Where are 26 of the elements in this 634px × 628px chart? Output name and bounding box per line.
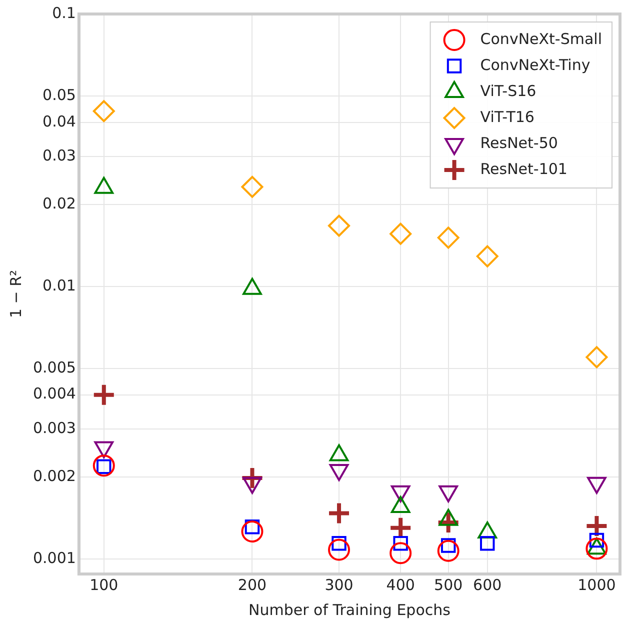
legend-label: ResNet-101 bbox=[480, 160, 568, 178]
y-tick-label: 0.004 bbox=[32, 384, 76, 403]
legend-label: ResNet-50 bbox=[480, 134, 558, 152]
x-tick-label: 300 bbox=[324, 576, 354, 594]
x-tick-label: 600 bbox=[473, 576, 502, 594]
x-tick-label: 200 bbox=[238, 576, 267, 594]
x-axis-title: Number of Training Epochs bbox=[248, 600, 451, 619]
legend-label: ConvNeXt-Tiny bbox=[480, 56, 590, 74]
y-tick-label: 0.001 bbox=[32, 548, 76, 567]
y-tick-label: 0.02 bbox=[42, 194, 76, 212]
y-tick-label: 0.03 bbox=[42, 146, 76, 164]
y-tick-label: 0.04 bbox=[42, 112, 76, 130]
y-tick-label: 0.002 bbox=[32, 466, 76, 485]
y-tick-label: 0.01 bbox=[42, 276, 76, 294]
y-tick-label: 0.05 bbox=[42, 86, 76, 104]
x-tick-label: 500 bbox=[434, 576, 463, 594]
legend-label: ViT-T16 bbox=[480, 108, 534, 126]
legend-label: ViT-S16 bbox=[480, 82, 536, 100]
legend-label: ConvNeXt-Small bbox=[480, 30, 602, 48]
x-tick-label: 400 bbox=[386, 576, 415, 594]
y-tick-label: 0.1 bbox=[52, 4, 76, 22]
y-axis-title: 1 − R² bbox=[6, 270, 25, 318]
x-tick-label: 100 bbox=[90, 576, 118, 594]
y-tick-label: 0.005 bbox=[32, 358, 76, 376]
x-tick-label: 1000 bbox=[578, 576, 616, 594]
y-tick-label: 0.003 bbox=[32, 418, 76, 437]
